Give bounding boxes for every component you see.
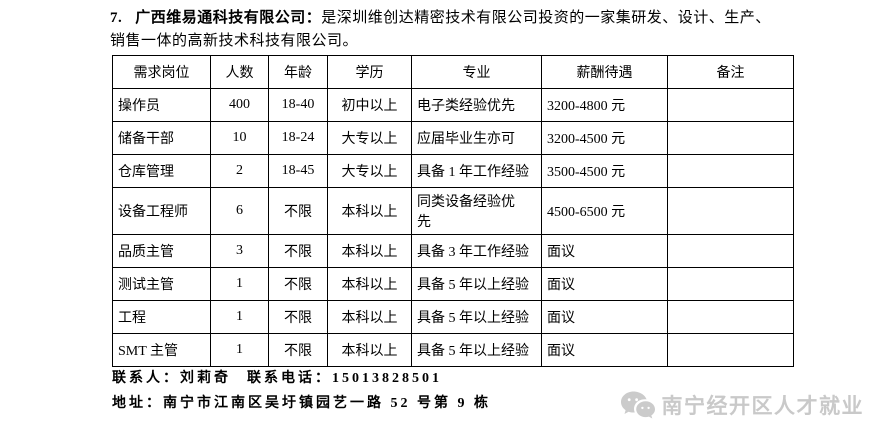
- cell-age: 不限: [268, 187, 328, 235]
- cell-salary: 3200-4500 元: [541, 121, 668, 155]
- cell-major: 电子类经验优先: [411, 88, 542, 122]
- column-header-headcount: 人数: [210, 55, 269, 89]
- cell-education: 本科以上: [327, 267, 412, 301]
- cell-position: 工程: [112, 300, 211, 334]
- column-header-major: 专业: [411, 55, 542, 89]
- column-header-remark: 备注: [667, 55, 794, 89]
- cell-major: 同类设备经验优 先: [411, 187, 542, 235]
- table-row: SMT 主管 1 不限 本科以上 具备 5 年以上经验 面议: [112, 333, 794, 367]
- cell-major: 应届毕业生亦可: [411, 121, 542, 155]
- contact-line: 联系人：刘莉奇 联系电话：15013828501: [112, 366, 491, 391]
- cell-remark: [667, 267, 794, 301]
- cell-headcount: 1: [210, 333, 269, 367]
- cell-major: 具备 5 年以上经验: [411, 267, 542, 301]
- cell-salary: 面议: [541, 300, 668, 334]
- cell-remark: [667, 187, 794, 235]
- column-header-salary: 薪酬待遇: [541, 55, 668, 89]
- cell-remark: [667, 234, 794, 268]
- cell-education: 大专以上: [327, 121, 412, 155]
- wechat-icon: [620, 390, 656, 420]
- table-row: 工程 1 不限 本科以上 具备 5 年以上经验 面议: [112, 300, 794, 334]
- cell-remark: [667, 300, 794, 334]
- watermark-text: 南宁经开区人才就业: [661, 394, 864, 418]
- cell-salary: 3500-4500 元: [541, 154, 668, 188]
- cell-headcount: 10: [210, 121, 269, 155]
- cell-remark: [667, 88, 794, 122]
- phone-label: 联系电话：: [247, 371, 332, 386]
- column-header-education: 学历: [327, 55, 412, 89]
- table-row: 设备工程师 6 不限 本科以上 同类设备经验优 先 4500-6500 元: [112, 187, 794, 235]
- cell-age: 18-24: [268, 121, 328, 155]
- table-row: 操作员 400 18-40 初中以上 电子类经验优先 3200-4800 元: [112, 88, 794, 122]
- cell-age: 18-45: [268, 154, 328, 188]
- contact-name: 刘莉奇: [180, 371, 231, 386]
- cell-position: 测试主管: [112, 267, 211, 301]
- company-description: 是深圳维创达精密技术有限公司投资的一家集研发、设计、生产、销售一体的高新技术科技…: [110, 10, 771, 49]
- cell-age: 不限: [268, 267, 328, 301]
- cell-position: 设备工程师: [112, 187, 211, 235]
- cell-headcount: 1: [210, 267, 269, 301]
- contact-label: 联系人：: [112, 371, 180, 386]
- company-name: 广西维易通科技有限公司：: [135, 10, 322, 26]
- cell-position: 品质主管: [112, 234, 211, 268]
- cell-education: 初中以上: [327, 88, 412, 122]
- table-row: 仓库管理 2 18-45 大专以上 具备 1 年工作经验 3500-4500 元: [112, 154, 794, 188]
- phone-number: 15013828501: [332, 371, 442, 386]
- list-number: 7.: [110, 10, 123, 26]
- cell-remark: [667, 154, 794, 188]
- cell-salary: 面议: [541, 234, 668, 268]
- cell-major: 具备 5 年以上经验: [411, 300, 542, 334]
- address-value: 南宁市江南区吴圩镇园艺一路 52 号第 9 栋: [163, 396, 491, 411]
- cell-salary: 4500-6500 元: [541, 187, 668, 235]
- cell-headcount: 1: [210, 300, 269, 334]
- cell-age: 不限: [268, 234, 328, 268]
- column-header-position: 需求岗位: [112, 55, 211, 89]
- column-header-age: 年龄: [268, 55, 328, 89]
- cell-position: SMT 主管: [112, 333, 211, 367]
- cell-education: 本科以上: [327, 300, 412, 334]
- cell-headcount: 400: [210, 88, 269, 122]
- cell-salary: 面议: [541, 267, 668, 301]
- table-row: 品质主管 3 不限 本科以上 具备 3 年工作经验 面议: [112, 234, 794, 268]
- watermark: 南宁经开区人才就业: [620, 390, 865, 420]
- cell-major: 具备 3 年工作经验: [411, 234, 542, 268]
- table-row: 储备干部 10 18-24 大专以上 应届毕业生亦可 3200-4500 元: [112, 121, 794, 155]
- table-header-row: 需求岗位 人数 年龄 学历 专业 薪酬待遇 备注: [112, 55, 794, 89]
- cell-position: 仓库管理: [112, 154, 211, 188]
- cell-major: 具备 5 年以上经验: [411, 333, 542, 367]
- cell-salary: 3200-4800 元: [541, 88, 668, 122]
- cell-position: 操作员: [112, 88, 211, 122]
- cell-remark: [667, 121, 794, 155]
- cell-salary: 面议: [541, 333, 668, 367]
- cell-major: 具备 1 年工作经验: [411, 154, 542, 188]
- table-row: 测试主管 1 不限 本科以上 具备 5 年以上经验 面议: [112, 267, 794, 301]
- cell-headcount: 3: [210, 234, 269, 268]
- address-line: 地址：南宁市江南区吴圩镇园艺一路 52 号第 9 栋: [112, 391, 491, 416]
- cell-education: 本科以上: [327, 333, 412, 367]
- cell-age: 18-40: [268, 88, 328, 122]
- cell-headcount: 6: [210, 187, 269, 235]
- cell-position: 储备干部: [112, 121, 211, 155]
- cell-age: 不限: [268, 333, 328, 367]
- cell-remark: [667, 333, 794, 367]
- company-intro: 7. 广西维易通科技有限公司：是深圳维创达精密技术有限公司投资的一家集研发、设计、…: [110, 7, 782, 53]
- contact-block: 联系人：刘莉奇 联系电话：15013828501 地址：南宁市江南区吴圩镇园艺一路…: [112, 366, 491, 416]
- address-label: 地址：: [112, 396, 163, 411]
- recruitment-table: 需求岗位 人数 年龄 学历 专业 薪酬待遇 备注 操作员 400 18-40 初…: [112, 55, 794, 367]
- cell-age: 不限: [268, 300, 328, 334]
- cell-education: 本科以上: [327, 187, 412, 235]
- cell-education: 大专以上: [327, 154, 412, 188]
- cell-education: 本科以上: [327, 234, 412, 268]
- cell-headcount: 2: [210, 154, 269, 188]
